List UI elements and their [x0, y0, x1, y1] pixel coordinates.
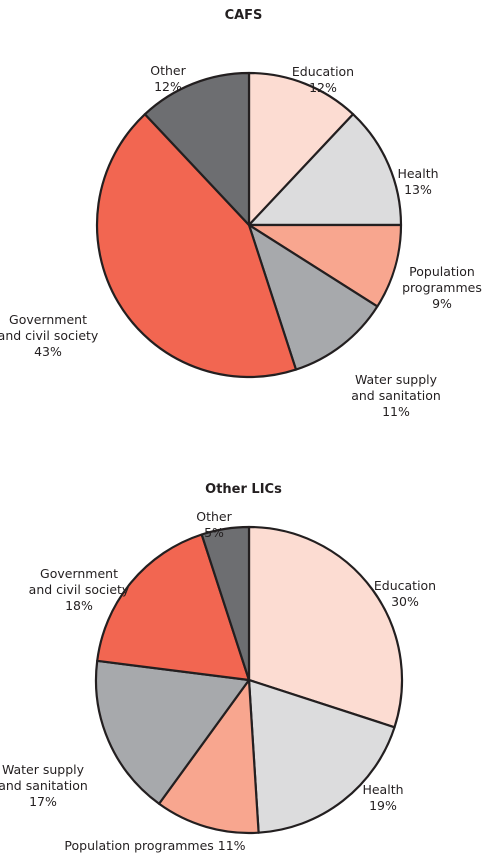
pie-slice-1-4	[96, 533, 251, 682]
pie-slice-0-3	[247, 223, 379, 371]
pie-slice-1-3	[94, 659, 251, 805]
slice-label-0-4: Government and civil society 43%	[0, 312, 148, 360]
slice-label-line: and civil society	[28, 582, 130, 597]
slice-value: 13%	[404, 182, 432, 197]
pie-slice-0-1	[247, 113, 403, 227]
slice-label-1-2: Population programmes 11%	[55, 838, 255, 854]
slice-value: 30%	[391, 594, 419, 609]
slice-label-line: Population programmes 11%	[64, 838, 246, 853]
slice-value: 19%	[369, 798, 397, 813]
chart-title-other-lics: Other LICs	[205, 482, 282, 497]
slice-label-line: Other	[196, 509, 232, 524]
slice-label-line: Water supply	[1, 762, 85, 777]
slice-label-line: Other	[150, 63, 186, 78]
pie-slice-1-1	[247, 678, 396, 834]
slice-label-line: Education	[373, 578, 437, 593]
slice-value: 11%	[382, 404, 410, 419]
slice-label-line: and sanitation	[0, 778, 88, 793]
slice-label-1-3: Water supply and sanitation 17%	[0, 762, 143, 810]
slice-label-line: Water supply	[354, 372, 438, 387]
slice-value: 12%	[154, 79, 182, 94]
slice-value: 17%	[29, 794, 57, 809]
slice-label-line: Health	[397, 166, 439, 181]
slice-label-line: Government	[40, 566, 118, 581]
slice-value: 18%	[65, 598, 93, 613]
pie-slice-1-5	[200, 525, 251, 682]
slice-value: 5%	[204, 525, 224, 540]
slice-label-1-1: Health 19%	[283, 782, 483, 814]
slice-label-line: Health	[362, 782, 404, 797]
slice-label-line: Education	[291, 64, 355, 79]
slice-label-line: Population	[409, 264, 475, 279]
slice-label-0-2: Population programmes 9%	[342, 264, 487, 312]
slice-label-0-3: Water supply and sanitation 11%	[296, 372, 487, 420]
slice-label-1-0: Education 30%	[305, 578, 487, 610]
slice-label-1-4: Government and civil society 18%	[0, 566, 179, 614]
slice-label-1-5: Other 5%	[114, 509, 314, 541]
slice-label-line: and sanitation	[351, 388, 441, 403]
pie-slice-0-5	[143, 71, 251, 227]
pie-slice-1-0	[247, 525, 404, 729]
pie-slice-0-0	[247, 71, 355, 227]
slice-label-0-1: Health 13%	[318, 166, 487, 198]
chart-title-cafs: CAFS	[224, 8, 263, 23]
slice-label-0-0: Education 12%	[223, 64, 423, 96]
slice-label-0-5: Other 12%	[68, 63, 268, 95]
slice-value: 9%	[432, 296, 452, 311]
slice-label-line: and civil society	[0, 328, 99, 343]
pie-slice-0-2	[247, 223, 403, 308]
slice-label-line: Government	[9, 312, 87, 327]
slice-label-line: programmes	[402, 280, 482, 295]
slice-value: 12%	[309, 80, 337, 95]
pie-slice-0-4	[95, 113, 298, 379]
slice-value: 43%	[34, 344, 62, 359]
pie-slice-1-2	[157, 678, 260, 835]
